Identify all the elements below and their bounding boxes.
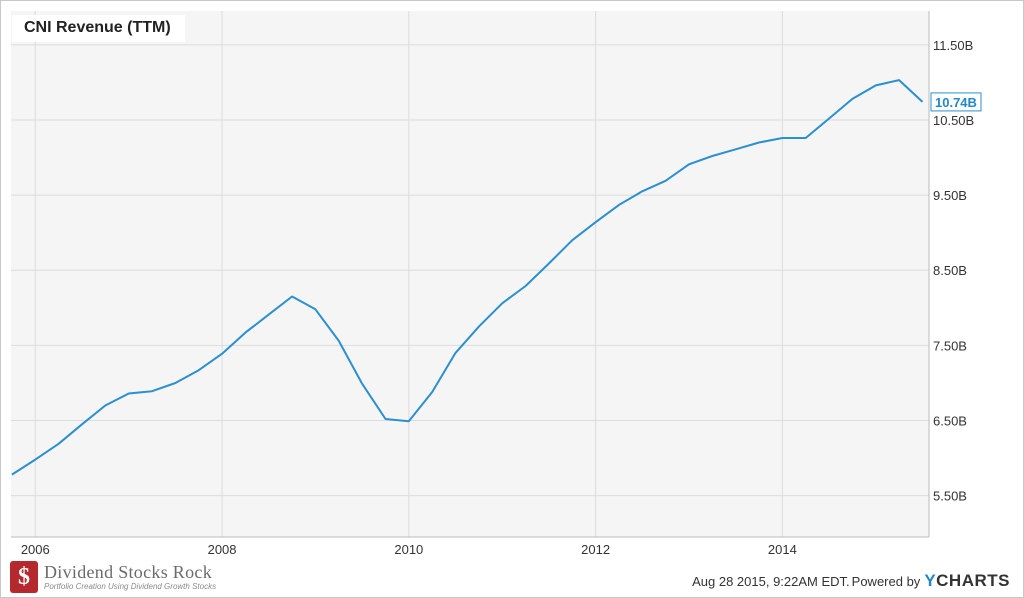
chart-title: CNI Revenue (TTM): [12, 15, 185, 42]
ycharts-logo-y: Y: [924, 571, 937, 590]
y-tick-label: 6.50B: [933, 414, 967, 429]
x-tick-label: 2008: [208, 542, 237, 557]
brand-logo-block: $ Dividend Stocks Rock Portfolio Creatio…: [10, 561, 270, 593]
brand-name: Dividend Stocks Rock: [44, 562, 212, 582]
y-tick-label: 8.50B: [933, 263, 967, 278]
revenue-series-line: [11, 79, 924, 476]
dollar-logo-icon: $: [10, 561, 38, 593]
last-value-label: 10.74B: [935, 95, 977, 110]
chart-timestamp: Aug 28 2015, 9:22AM EDT.: [692, 574, 850, 589]
last-value-badge: [930, 92, 982, 112]
y-tick-label: 11.50B: [933, 38, 973, 53]
x-tick-label: 2010: [394, 542, 423, 557]
x-tick-label: 2006: [21, 542, 50, 557]
y-tick-label: 5.50B: [933, 489, 967, 504]
ycharts-logo[interactable]: YCHARTS: [924, 571, 1010, 591]
ycharts-logo-text: CHARTS: [936, 571, 1010, 590]
brand-tagline: Portfolio Creation Using Dividend Growth…: [44, 582, 217, 591]
plot-area: [11, 11, 929, 537]
y-tick-label: 7.50B: [933, 338, 967, 353]
x-tick-label: 2012: [581, 542, 610, 557]
chart-footer: Aug 28 2015, 9:22AM EDT. Powered by YCHA…: [692, 571, 1010, 591]
x-tick-label: 2014: [768, 542, 797, 557]
powered-by-text: Powered by: [851, 574, 921, 589]
y-tick-label: 10.50B: [933, 113, 974, 128]
y-tick-label: 9.50B: [933, 188, 967, 203]
